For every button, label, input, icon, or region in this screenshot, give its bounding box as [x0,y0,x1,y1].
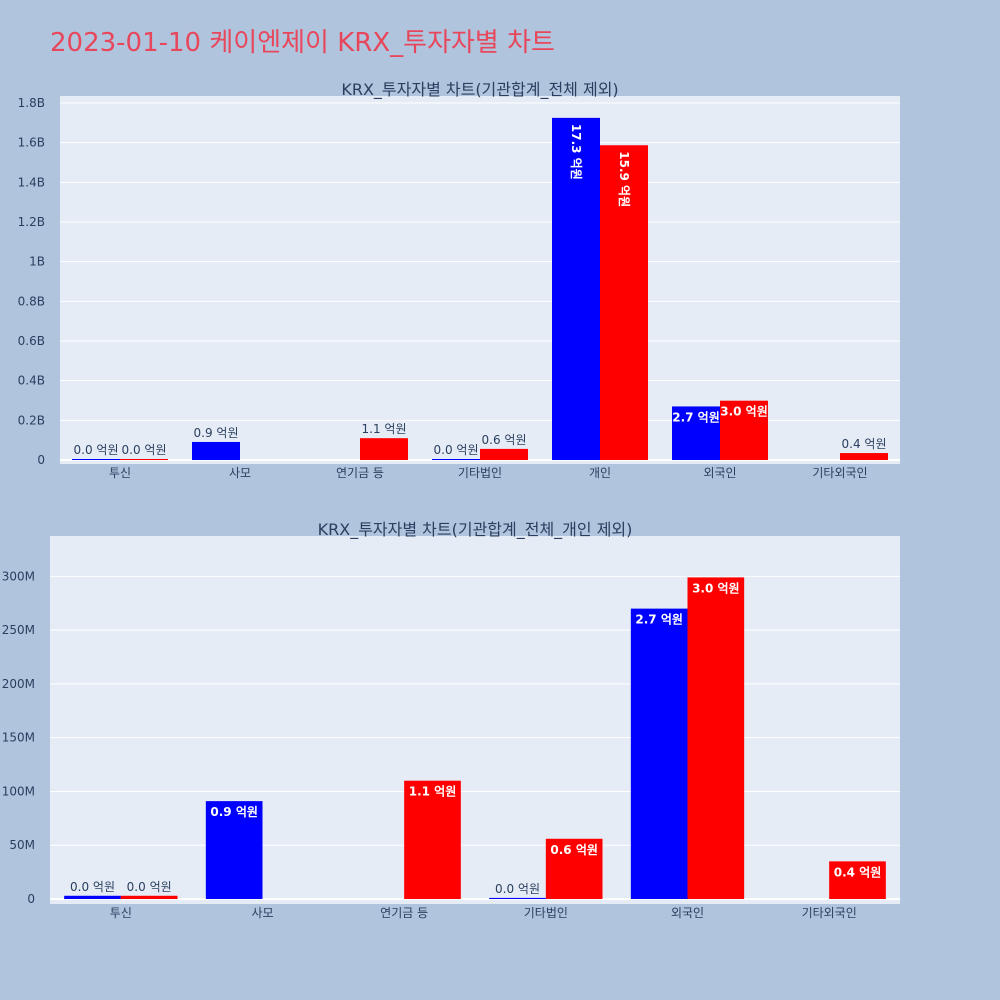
y-tick-label: 0.2B [18,413,45,427]
x-tick-label: 외국인 [703,466,736,480]
data-label: 1.1 억원 [362,422,407,436]
x-tick-label: 연기금 등 [336,466,384,480]
y-tick-label: 150M [2,731,35,745]
y-tick-label: 100M [2,784,35,798]
bar [687,577,745,899]
y-tick-label: 1.8B [18,96,45,110]
x-tick-label: 기타법인 [524,906,568,920]
y-tick-label: 50M [9,838,35,852]
data-label: 15.9 억원 [617,151,631,207]
bar [600,145,648,460]
bar [360,438,408,460]
bar [404,780,461,899]
page-title: 2023-01-10 케이엔제이 KRX_투자자별 차트 [50,28,555,58]
data-label: 0.0 억원 [495,882,540,896]
bar [840,453,888,460]
bar [120,895,178,899]
data-label: 0.0 억원 [434,443,479,457]
plot-area [50,536,900,904]
y-tick-label: 0.6B [18,334,45,348]
bar [552,117,600,460]
bar [829,861,886,899]
data-label: 2.7 억원 [672,410,720,424]
bar [64,895,121,899]
bar [480,448,528,460]
y-tick-label: 200M [2,677,35,691]
y-tick-label: 1.2B [18,215,45,229]
x-tick-label: 연기금 등 [380,906,428,920]
data-label: 2.7 억원 [635,613,683,627]
data-label: 0.0 억원 [122,443,167,457]
x-tick-label: 기타외국인 [802,906,857,920]
y-tick-label: 0.8B [18,294,45,308]
data-label: 0.4 억원 [842,437,887,451]
bar [720,400,768,460]
data-label: 0.6 억원 [482,433,527,447]
x-tick-label: 투신 [109,466,131,480]
y-tick-label: 0 [27,892,35,906]
y-tick-label: 0.4B [18,374,45,388]
data-label: 17.3 억원 [569,124,583,180]
x-tick-label: 외국인 [671,906,704,920]
data-label: 0.9 억원 [194,426,239,440]
chart-subtitle: KRX_투자자별 차트(기관합계_전체_개인 제외) [318,520,633,540]
data-label: 0.0 억원 [127,880,172,894]
data-label: 0.9 억원 [210,805,258,819]
x-tick-label: 기타외국인 [812,466,867,480]
x-tick-label: 개인 [589,466,611,480]
bar [489,897,546,899]
data-label: 0.0 억원 [70,880,115,894]
plot-area [60,96,900,464]
x-tick-label: 기타법인 [458,466,502,480]
bar [545,838,603,899]
bar [630,608,688,899]
data-label: 3.0 억원 [720,405,768,419]
y-tick-label: 1B [29,255,45,269]
bar [192,441,240,460]
x-tick-label: 사모 [229,466,251,480]
bar [72,459,120,460]
data-label: 0.4 억원 [834,865,882,879]
chart-top: 0 0.2B 0.4B 0.6B 0.8B 1B 1.2B 1.4B 1.6B 1.8B KRX_투… [18,80,900,480]
data-label: 0.6 억원 [550,843,598,857]
data-label: 1.1 억원 [409,785,457,799]
chart-bottom: 0 50M 100M 150M 200M 250M 300M KRX_투자자별 차트(기관합계… [2,520,900,920]
y-tick-label: 0 [37,453,45,467]
x-tick-label: 사모 [251,906,273,920]
bar [205,801,263,899]
chart-subtitle: KRX_투자자별 차트(기관합계_전체 제외) [341,80,618,100]
x-tick-label: 투신 [110,906,132,920]
y-tick-label: 1.6B [18,136,45,150]
y-tick-label: 1.4B [18,175,45,189]
y-tick-label: 300M [2,569,35,583]
data-label: 0.0 억원 [74,443,119,457]
y-tick-label: 250M [2,623,35,637]
bar [672,406,720,460]
bar [120,459,168,460]
bar [432,459,480,460]
data-label: 3.0 억원 [692,581,740,595]
